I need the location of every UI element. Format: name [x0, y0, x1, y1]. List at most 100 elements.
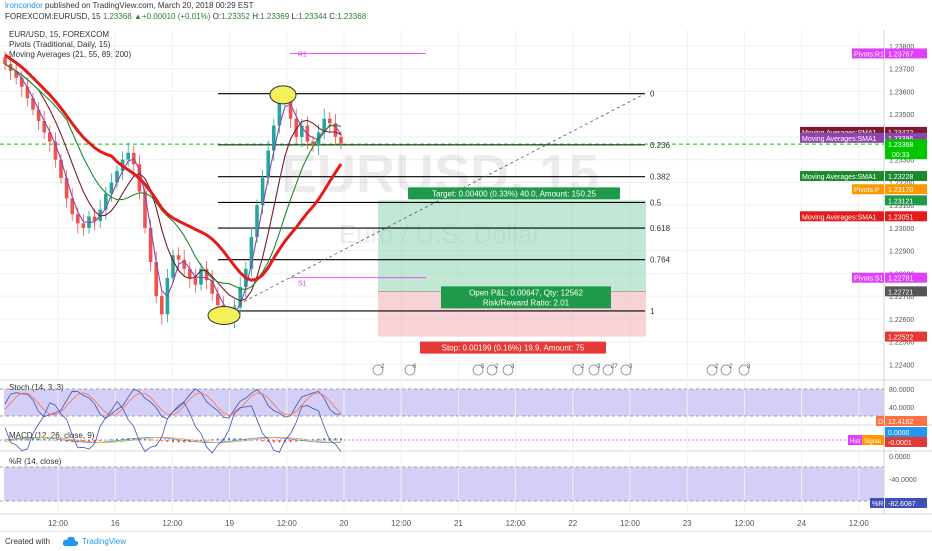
up-arrow-icon: ▲	[133, 12, 142, 21]
pnl-label-bg	[441, 286, 611, 309]
pivot-label-bg	[852, 48, 884, 59]
candle-body	[53, 141, 58, 160]
ma-label-bg	[800, 132, 884, 143]
low-value: 1.23344	[298, 12, 327, 21]
macd-signal-value: -0.0001	[888, 440, 912, 447]
candle-body	[238, 287, 242, 308]
macd-zero-tag-bg	[885, 427, 927, 437]
macd-hist-bar	[160, 440, 163, 442]
x-tick-label: 12:00	[620, 519, 641, 528]
stoch-d-tag: 12.4162	[888, 419, 913, 426]
candle-body	[14, 70, 18, 78]
macd-hist-bar	[116, 438, 118, 441]
fib-level-label: 0.382	[650, 173, 671, 182]
y-tick-label: 1.23700	[889, 67, 914, 74]
stoch-d-tag-bg	[885, 416, 927, 426]
candle-body	[154, 262, 158, 297]
macd-hist-bar	[155, 440, 158, 441]
macd-hist-bar	[37, 438, 40, 441]
stop-label-bg	[420, 341, 606, 354]
ma89-line	[4, 63, 342, 291]
x-tick-label: 22	[568, 519, 577, 528]
legend-moving-averages[interactable]: Moving Averages (21, 55, 89, 200)	[9, 50, 132, 59]
y-tick-label: 1.22500	[889, 340, 914, 347]
pnl-label: Open P&L: 0.00647, Qty: 12562	[469, 288, 583, 297]
fib-level-label: 0.618	[650, 224, 671, 233]
wr-tag-bg	[885, 498, 927, 508]
close-value: 1.23368	[337, 12, 367, 21]
event-flag-icon	[738, 364, 750, 376]
ma-label: Moving Averages:SMA1	[802, 174, 877, 181]
event-count: 27	[611, 364, 618, 370]
stop-label: Stop: 0.00199 (0.16%) 19.9, Amount: 75	[442, 344, 585, 353]
wr-tick: 0.0000	[889, 454, 911, 461]
macd-hist-bar	[233, 438, 236, 441]
macd-hist-bar	[334, 438, 337, 441]
macd-hist-bar	[32, 438, 34, 441]
x-tick-label: 20	[340, 519, 349, 528]
event-flag-icon	[706, 364, 718, 376]
candle-body	[42, 120, 46, 133]
macd-hist-bar	[15, 438, 18, 441]
event-flag-icon	[720, 364, 732, 376]
ma55-line	[4, 63, 342, 302]
fib-level-label: 1	[650, 307, 655, 316]
price-tag-bg	[885, 195, 927, 206]
ma-value: 1.23228	[888, 174, 913, 181]
x-tick-label: 12:00	[48, 519, 69, 528]
candle-body	[305, 125, 310, 142]
tradingview-brand[interactable]: TradingView	[82, 537, 127, 546]
pivot-value-bg	[885, 184, 927, 195]
candle-body	[3, 57, 7, 65]
ma-value: 1.23051	[888, 214, 913, 221]
event-flag-icon	[486, 364, 498, 376]
candle-body	[148, 227, 153, 262]
event-flag-icon	[502, 364, 514, 376]
target-zone	[378, 200, 646, 292]
price-tag-bg	[885, 331, 927, 342]
candle-body	[249, 236, 254, 269]
candle-body	[266, 150, 270, 178]
macd-hist-bar	[200, 440, 202, 442]
event-flag-icon	[372, 364, 384, 376]
event-count: 2	[381, 364, 385, 370]
event-flag-icon	[602, 364, 614, 376]
candle-body	[20, 77, 24, 87]
macd-hist-bar	[267, 440, 270, 442]
event-count: 3	[629, 364, 633, 370]
y-tick-label: 1.23500	[889, 112, 914, 119]
macd-hist-bar	[194, 440, 197, 442]
macd-hist-bar	[272, 440, 275, 443]
current-price-tag-bg	[885, 139, 927, 160]
tradingview-cloud-icon	[62, 536, 79, 546]
candle-body	[59, 159, 63, 178]
target-label: Target: 0.00400 (0.33%) 40.0, Amount: 15…	[432, 189, 597, 198]
candle-body	[260, 177, 265, 206]
symbol-line: FOREXCOM:EURUSD, 15	[5, 12, 101, 21]
legend-title[interactable]: EUR/USD, 15, FOREXCOM	[9, 30, 110, 39]
chart-legend: EUR/USD, 15, FOREXCOM Pivots (Traditiona…	[9, 30, 131, 60]
swing-high-marker	[269, 85, 297, 105]
candle-body	[272, 125, 276, 151]
y-tick-label: 1.23000	[889, 226, 914, 233]
author-link[interactable]: lroncondor	[5, 1, 43, 10]
legend-pivots[interactable]: Pivots (Traditional, Daily, 15)	[9, 40, 111, 49]
ohlc-readout: FOREXCOM:EURUSD, 15 1.23368 ▲+0.00010 (+…	[5, 12, 367, 21]
macd-hist-bar	[211, 439, 214, 441]
wr-tag: -82.6087	[888, 501, 916, 508]
candle-body	[92, 216, 97, 222]
price-tag-bg	[885, 286, 927, 297]
fib-level-label: 0	[650, 90, 655, 99]
pivot-value: 1.22781	[888, 276, 913, 283]
macd-hist-bar	[110, 439, 113, 441]
ma-value-bg	[885, 211, 927, 222]
macd-hist-bar	[323, 438, 326, 441]
macd-hist-bar	[99, 440, 102, 442]
macd-hist-bar	[177, 440, 180, 443]
y-tick-label: 1.23300	[889, 158, 914, 165]
y-tick-label: 1.22600	[889, 317, 914, 324]
fib-level-label: 0.5	[650, 198, 662, 207]
candle-body	[210, 280, 214, 294]
price-tag: 1.23121	[888, 198, 913, 205]
